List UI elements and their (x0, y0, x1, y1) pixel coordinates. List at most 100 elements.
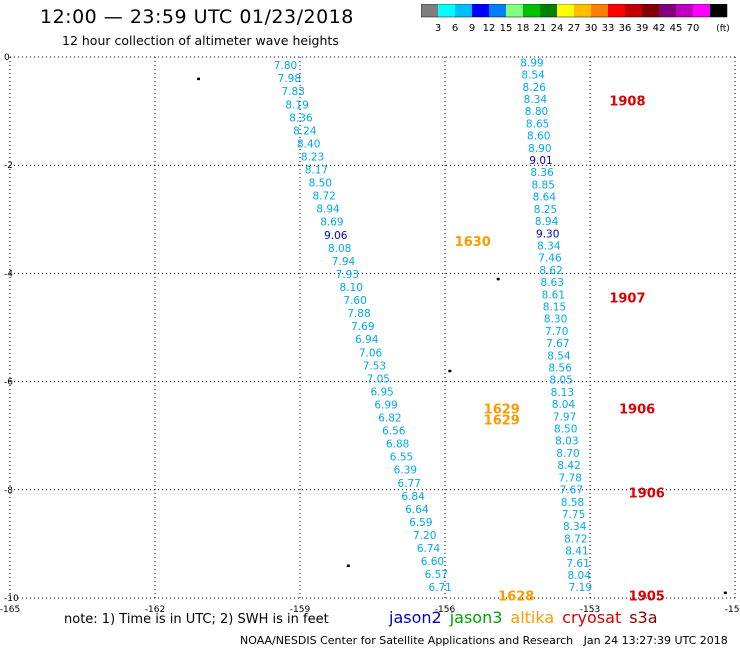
wave-height-value-right-track: 8.34 (563, 521, 587, 533)
wave-height-value-right-track: 9.01 (529, 155, 552, 167)
wave-height-value-left-track: 6.95 (370, 386, 393, 398)
wave-height-value-right-track: 7.67 (560, 485, 583, 497)
wave-height-value-left-track: 7.05 (367, 373, 390, 385)
color-swatch (421, 4, 438, 17)
wave-height-value-right-track: 8.60 (527, 131, 550, 143)
wave-height-value-right-track: 8.03 (555, 436, 578, 448)
wave-height-value-left-track: 6.60 (421, 556, 444, 568)
color-bar-label: 36 (619, 23, 632, 34)
color-swatch (659, 4, 676, 17)
x-tick-label: -159 (290, 605, 311, 615)
wave-height-value-left-track: 7.83 (282, 86, 305, 98)
wave-height-value-right-track: 8.30 (544, 314, 567, 326)
color-bar-label: 33 (602, 23, 615, 34)
wave-height-value-right-track: 7.75 (562, 509, 585, 521)
color-bar-label: 70 (687, 23, 700, 34)
wave-height-value-left-track: 6.64 (405, 504, 429, 516)
wave-height-value-right-track: 8.41 (565, 546, 588, 558)
color-swatch (676, 4, 693, 17)
wave-height-value-left-track: 6.56 (382, 426, 406, 438)
wave-height-value-left-track: 7.80 (274, 60, 297, 72)
color-swatch (608, 4, 625, 17)
wave-height-value-right-track: 8.05 (550, 375, 573, 387)
wave-height-value-left-track: 6.94 (355, 334, 379, 346)
pass-time-label: 1629 (484, 413, 520, 428)
color-swatch (489, 4, 506, 17)
wave-height-value-left-track: 7.60 (343, 295, 366, 307)
color-swatch (472, 4, 489, 17)
wave-height-value-left-track: 8.10 (340, 282, 363, 294)
wave-height-value-left-track: 7.53 (363, 360, 386, 372)
color-bar-label: 12 (483, 23, 496, 34)
wave-height-value-right-track: 8.50 (554, 424, 577, 436)
wave-height-value-right-track: 8.99 (520, 57, 543, 69)
wave-height-value-right-track: 9.30 (536, 228, 559, 240)
wave-height-value-left-track: 6.99 (374, 399, 397, 411)
land-mark (448, 369, 452, 373)
color-swatch (438, 4, 455, 17)
wave-height-value-left-track: 7.06 (359, 347, 383, 359)
wave-height-value-left-track: 9.06 (324, 230, 348, 242)
pass-time-label: 1629 (484, 403, 520, 418)
wave-height-value-right-track: 8.85 (532, 179, 555, 191)
wave-height-value-left-track: 7.69 (351, 321, 374, 333)
wave-height-value-left-track: 6.88 (386, 439, 409, 451)
y-tick-label: -4 (4, 269, 13, 279)
color-bar-label: 15 (500, 23, 513, 34)
x-tick-label: -162 (145, 605, 165, 615)
wave-height-value-right-track: 8.62 (539, 265, 562, 277)
wave-height-value-left-track: 7.88 (347, 308, 370, 320)
wave-height-value-right-track: 8.72 (564, 533, 587, 545)
wave-height-value-left-track: 8.17 (305, 165, 328, 177)
color-swatch (557, 4, 574, 17)
y-tick-label: 0 (4, 53, 10, 63)
x-tick-label: -150 (725, 605, 740, 615)
wave-height-value-left-track: 8.69 (320, 217, 343, 229)
wave-height-value-right-track: 8.34 (537, 240, 561, 252)
footer-credit: NOAA/NESDIS Center for Satellite Applica… (240, 634, 728, 647)
color-bar-label: 9 (469, 23, 475, 34)
wave-height-value-right-track: 8.56 (548, 363, 572, 375)
satellite-s3a: s3a (629, 608, 658, 627)
wave-height-value-right-track: 8.04 (568, 570, 592, 582)
wave-height-value-right-track: 7.46 (538, 253, 562, 265)
wave-height-value-right-track: 7.70 (545, 326, 568, 338)
wave-height-value-left-track: 7.98 (278, 73, 301, 85)
color-swatch (506, 4, 523, 17)
color-swatch (540, 4, 557, 17)
wave-height-value-left-track: 8.24 (293, 125, 317, 137)
wave-height-value-left-track: 6.57 (425, 569, 448, 581)
wave-height-value-right-track: 8.25 (534, 204, 557, 216)
color-swatch (642, 4, 659, 17)
color-swatch (710, 4, 727, 17)
wave-height-value-right-track: 8.58 (561, 497, 584, 509)
wave-height-value-left-track: 6.84 (401, 491, 425, 503)
color-bar-label: 3 (435, 23, 441, 34)
wave-height-value-left-track: 8.08 (328, 243, 351, 255)
wave-height-value-right-track: 7.19 (569, 582, 592, 594)
y-tick-label: -6 (4, 378, 13, 388)
satellite-legend: jason2 jason3 altika cryosat s3a (389, 608, 666, 627)
color-bar-label: 21 (534, 23, 547, 34)
wave-height-value-left-track: 7.94 (332, 256, 356, 268)
wave-height-value-right-track: 8.54 (521, 70, 545, 82)
color-bar-label: 39 (636, 23, 649, 34)
wave-height-value-right-track: 8.13 (551, 387, 574, 399)
color-bar-unit: (ft) (716, 24, 730, 34)
wave-height-value-right-track: 8.65 (526, 118, 549, 130)
wave-height-value-right-track: 8.54 (547, 350, 571, 362)
color-bar-label: 45 (670, 23, 683, 34)
land-mark (346, 564, 350, 568)
wave-height-value-left-track: 8.19 (285, 99, 308, 111)
y-tick-label: -10 (4, 594, 19, 604)
color-bar-label: 30 (585, 23, 598, 34)
color-bar-label: 42 (653, 23, 666, 34)
satellite-cryosat: cryosat (562, 608, 622, 627)
wave-height-value-right-track: 8.34 (524, 94, 548, 106)
units-note: note: 1) Time is in UTC; 2) SWH is in fe… (64, 612, 329, 627)
land-mark (496, 277, 500, 281)
color-bar-label: 6 (452, 23, 458, 34)
color-swatch (455, 4, 472, 17)
color-swatch (574, 4, 591, 17)
